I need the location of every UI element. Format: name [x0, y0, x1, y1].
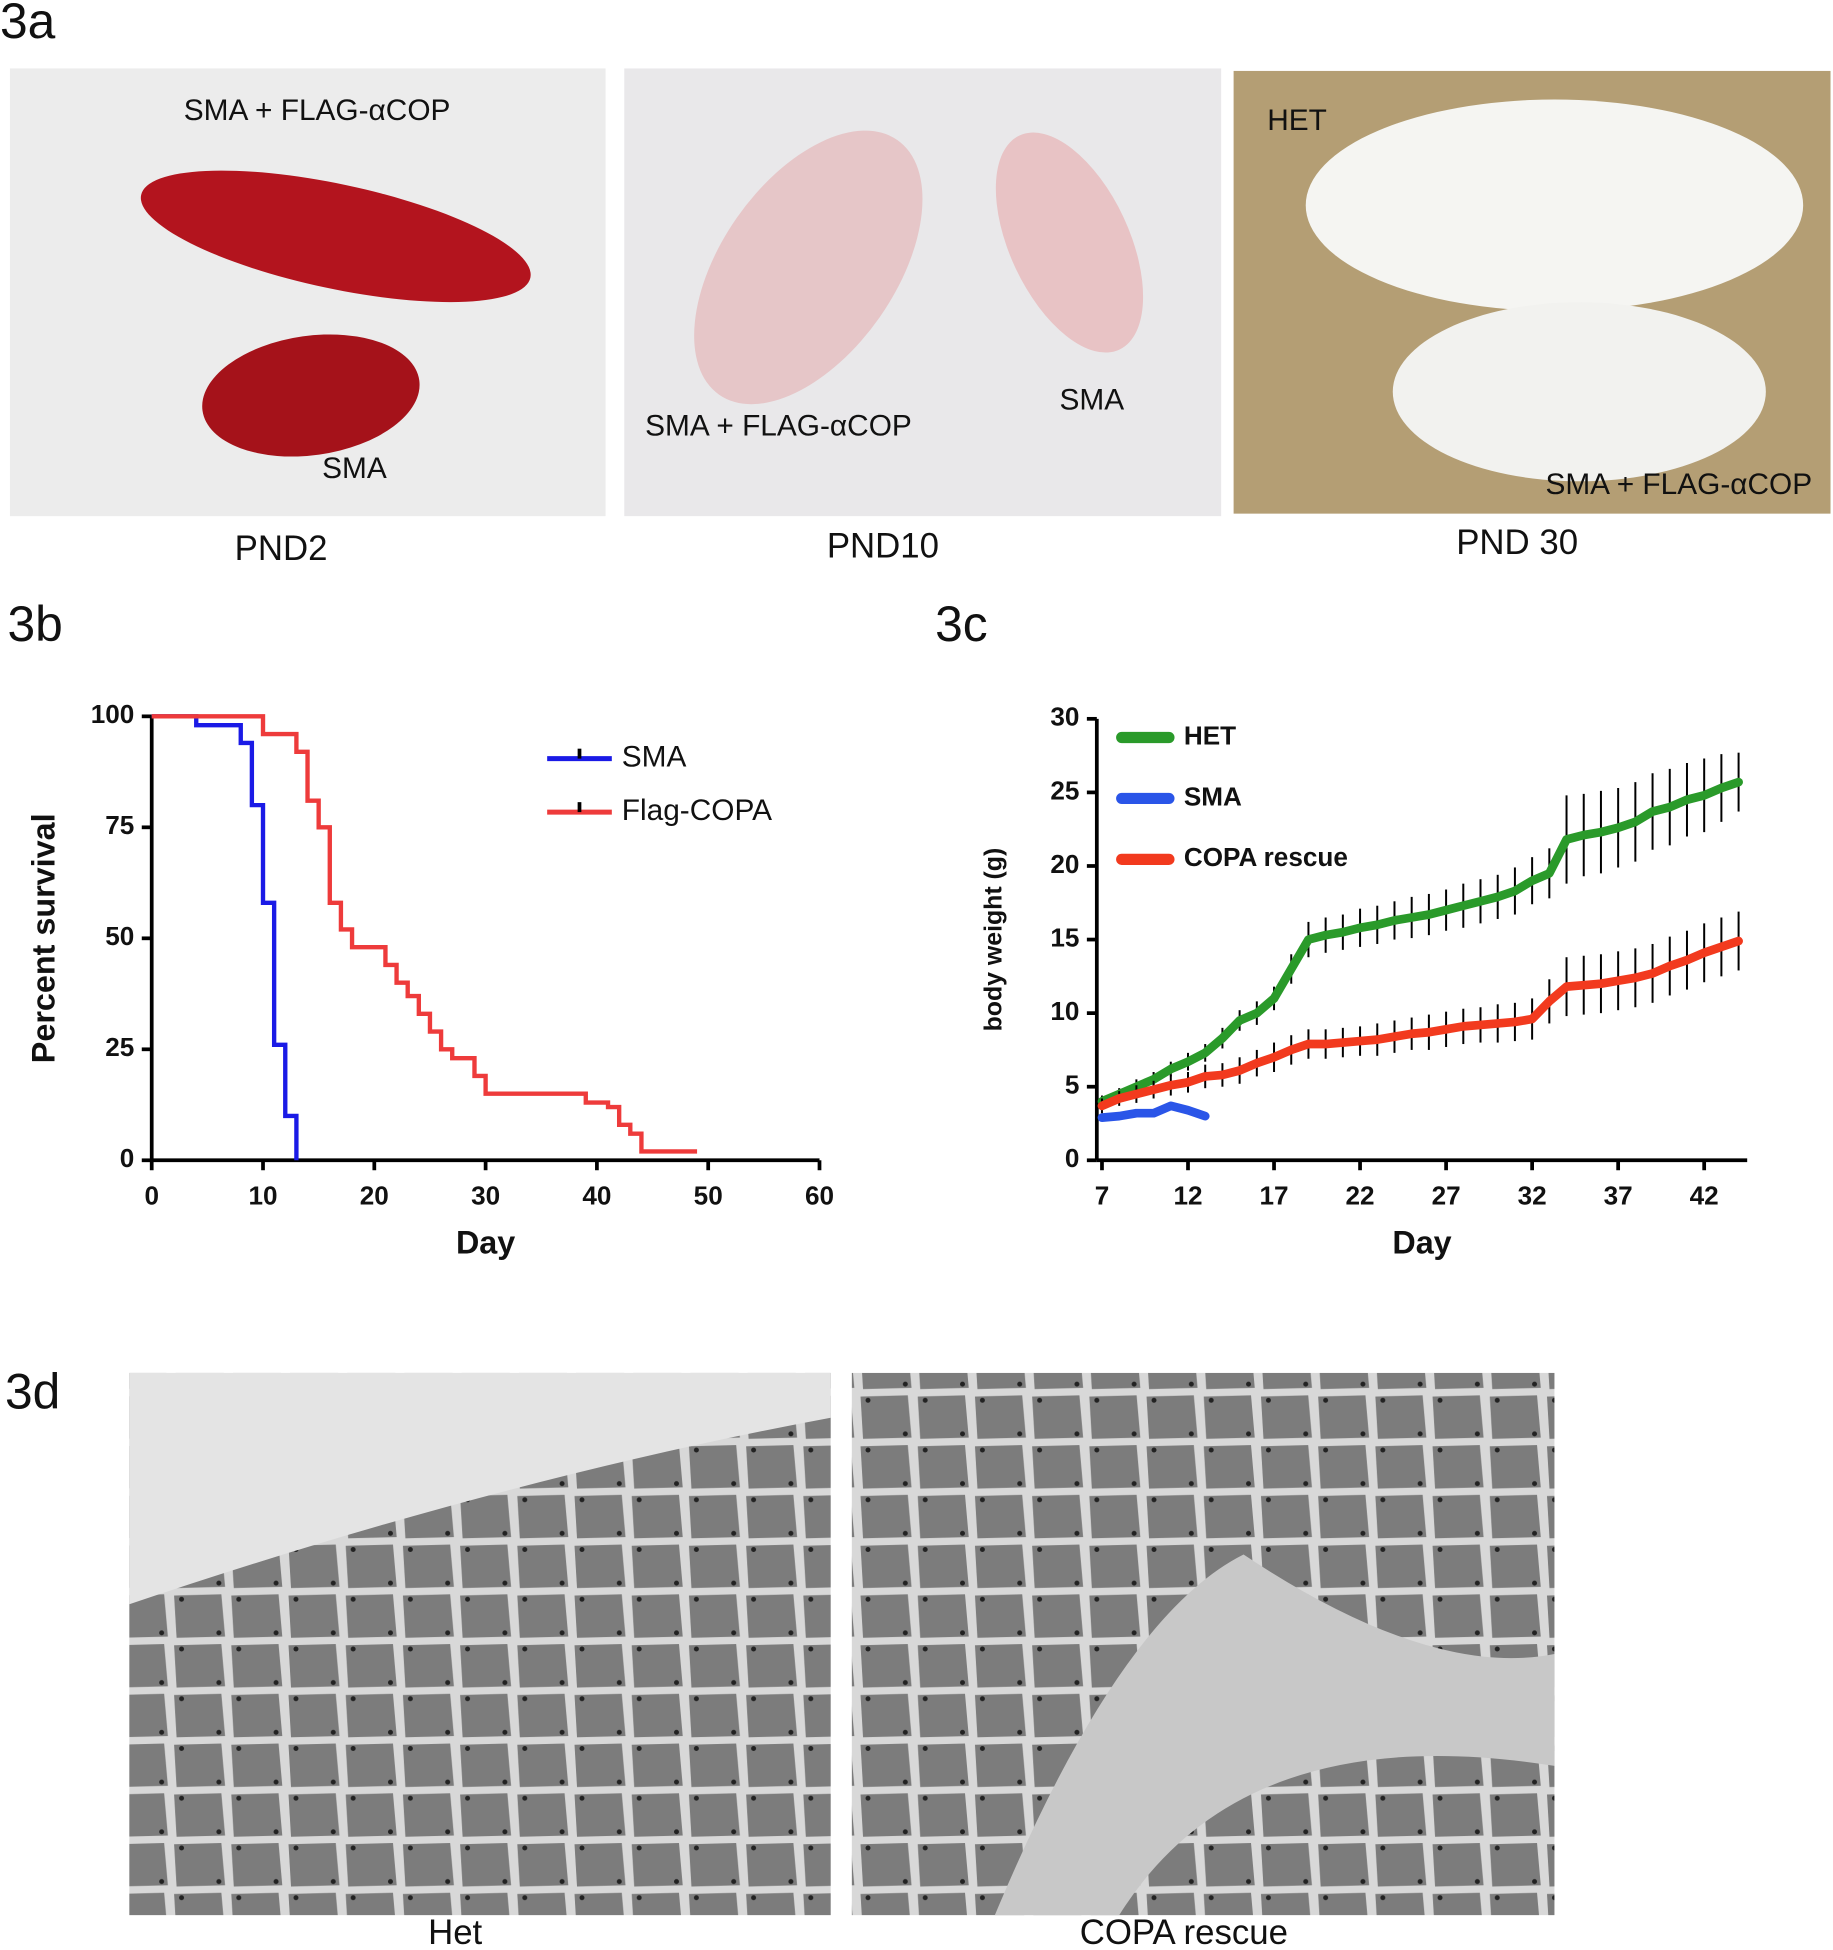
- photo-caption: Het: [428, 1913, 482, 1950]
- y-tick-label: 10: [1050, 996, 1079, 1026]
- photo-caption: PND 30: [1456, 523, 1578, 562]
- photo-label: SMA: [1060, 384, 1125, 417]
- x-tick-label: 60: [805, 1180, 834, 1210]
- data-line: [1097, 936, 1743, 1111]
- x-tick-label: 20: [360, 1180, 389, 1210]
- photo-caption: PND10: [827, 527, 939, 566]
- legend-label: Flag-COPA: [622, 794, 772, 827]
- y-tick-label: 50: [105, 921, 134, 951]
- x-tick-label: 0: [144, 1180, 159, 1210]
- photo-pnd10: [624, 68, 1222, 517]
- x-tick-label: 7: [1095, 1180, 1110, 1210]
- photo-label: HET: [1267, 104, 1327, 137]
- legend-label: SMA: [622, 740, 687, 773]
- photo-pnd2: [9, 68, 606, 517]
- x-tick-label: 50: [694, 1180, 723, 1210]
- x-tick-label: 40: [582, 1180, 611, 1210]
- data-line: [1097, 777, 1743, 1106]
- y-tick-label: 30: [1050, 702, 1079, 732]
- survival-line: [151, 714, 299, 1161]
- y-tick-label: 15: [1050, 922, 1079, 952]
- x-axis-label: Day: [456, 1224, 515, 1260]
- panel-label: 3c: [935, 596, 988, 652]
- x-tick-label: 37: [1604, 1180, 1633, 1210]
- x-tick-label: 12: [1173, 1180, 1202, 1210]
- photo-histology: [129, 1372, 831, 1916]
- y-tick-label: 0: [120, 1143, 135, 1173]
- x-tick-label: 10: [248, 1180, 277, 1210]
- photo-caption: PND2: [235, 529, 328, 568]
- x-tick-label: 30: [471, 1180, 500, 1210]
- photo-label: SMA: [322, 452, 387, 485]
- y-tick-label: 20: [1050, 849, 1079, 879]
- y-tick-label: 0: [1065, 1143, 1080, 1173]
- y-tick-label: 25: [105, 1032, 134, 1062]
- x-tick-label: 27: [1432, 1180, 1461, 1210]
- survival-line: [151, 714, 698, 1154]
- x-axis-label: Day: [1392, 1224, 1451, 1260]
- legend-label: SMA: [1184, 781, 1242, 811]
- photo-histology: [851, 1372, 1555, 1916]
- panel-label: 3b: [7, 596, 62, 652]
- photo-caption: COPA rescue: [1080, 1913, 1288, 1950]
- photo-pnd30: [1233, 70, 1831, 514]
- legend-label: HET: [1184, 720, 1236, 750]
- panel-label: 3d: [5, 1363, 60, 1419]
- photo-label: SMA + FLAG-αCOP: [1545, 468, 1812, 501]
- y-tick-label: 75: [105, 810, 134, 840]
- y-tick-label: 25: [1050, 775, 1079, 805]
- x-tick-label: 32: [1518, 1180, 1547, 1210]
- panel-label: 3a: [0, 0, 56, 49]
- x-tick-label: 42: [1690, 1180, 1719, 1210]
- x-tick-label: 22: [1346, 1180, 1375, 1210]
- x-tick-label: 17: [1260, 1180, 1289, 1210]
- legend-label: COPA rescue: [1184, 842, 1348, 872]
- y-axis-label: body weight (g): [979, 848, 1007, 1032]
- photo-label: SMA + FLAG-αCOP: [184, 94, 451, 127]
- photo-label: SMA + FLAG-αCOP: [645, 410, 912, 443]
- data-line: [1097, 1101, 1210, 1122]
- y-axis-label: Percent survival: [26, 813, 62, 1063]
- y-tick-label: 5: [1065, 1070, 1080, 1100]
- y-tick-label: 100: [91, 699, 135, 729]
